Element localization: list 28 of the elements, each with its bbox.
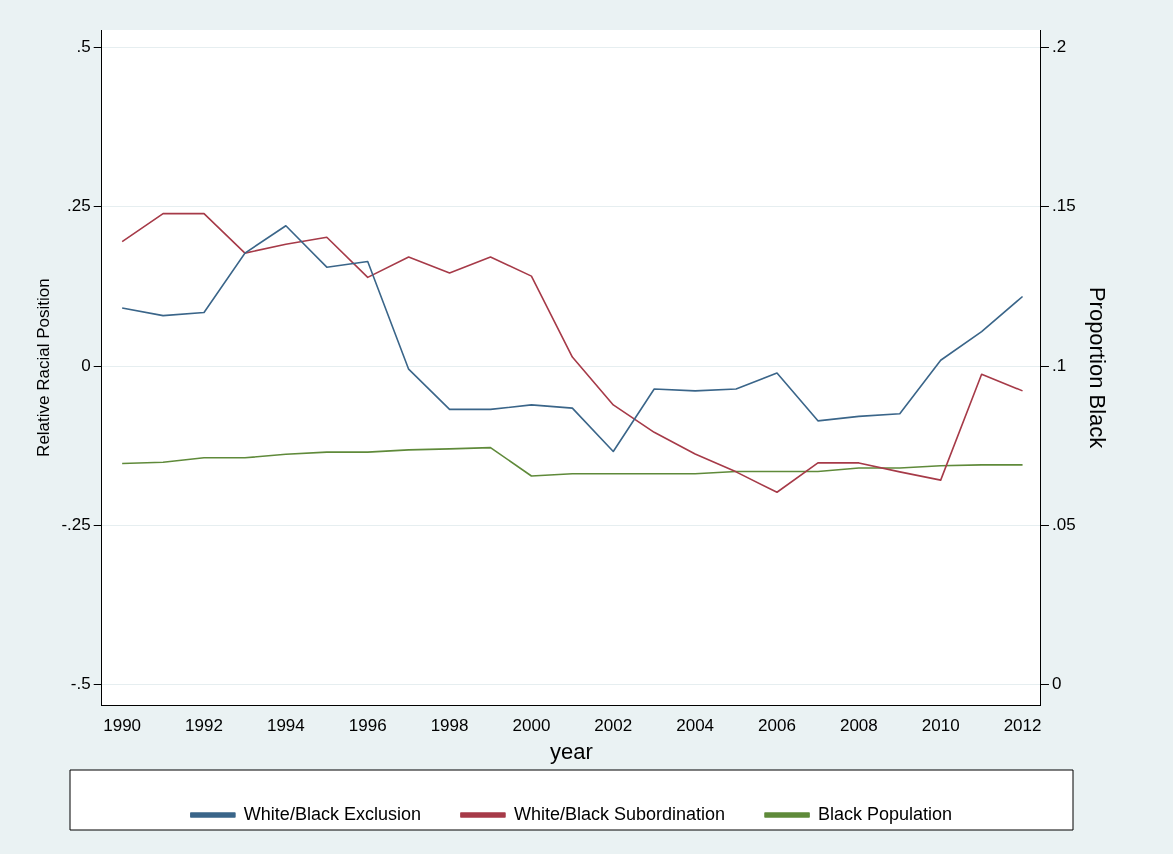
x-tick-label: 2006 <box>758 716 796 736</box>
x-tick-label: 2010 <box>921 716 960 736</box>
y2-tick-label: .1 <box>1051 355 1067 375</box>
legend-label: White/Black Subordination <box>513 803 726 824</box>
y-tick-label: .25 <box>67 196 91 216</box>
x-tick-label: 1996 <box>348 716 387 736</box>
x-tick-label: 1998 <box>430 716 469 736</box>
x-tick-label: 2012 <box>1003 716 1042 736</box>
legend-label: Black Population <box>818 803 953 824</box>
y2-tick-label: .15 <box>1051 196 1076 216</box>
y-tick-label: .5 <box>76 36 91 56</box>
x-tick-label: 2000 <box>512 716 551 736</box>
y2-axis-title: Proportion Black <box>1084 286 1110 450</box>
x-tick-label: 2004 <box>676 716 715 736</box>
y-axis-title: Relative Racial Position <box>33 278 53 457</box>
y2-tick-label: 0 <box>1051 674 1062 694</box>
y-tick-label: -.25 <box>61 515 91 535</box>
x-tick-label: 1990 <box>103 716 142 736</box>
x-tick-label: 1992 <box>185 716 223 736</box>
x-tick-label: 2008 <box>839 716 878 736</box>
y2-tick-label: .05 <box>1051 515 1076 535</box>
x-axis-title: year <box>549 738 593 764</box>
y-tick-label: -.5 <box>70 674 91 694</box>
y-tick-label: 0 <box>81 355 91 375</box>
x-tick-label: 1994 <box>266 716 305 736</box>
x-tick-label: 2002 <box>594 716 633 736</box>
legend-label: White/Black Exclusion <box>243 803 421 824</box>
y2-tick-label: .2 <box>1051 36 1067 56</box>
